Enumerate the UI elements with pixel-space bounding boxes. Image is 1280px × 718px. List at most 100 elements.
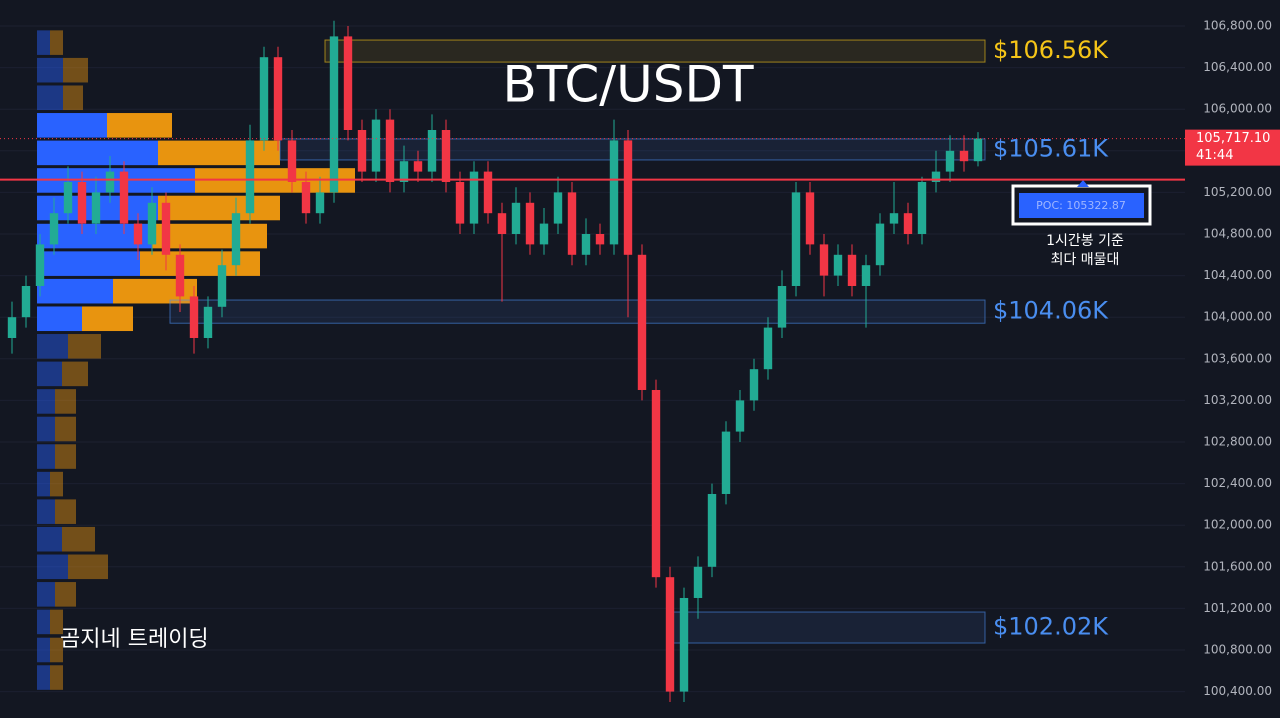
last-price-badge: [1185, 129, 1280, 166]
candle-body: [623, 140, 633, 255]
profile-sell: [63, 57, 88, 83]
y-tick-label: 103,200.00: [1203, 393, 1272, 407]
candle-body: [679, 597, 689, 692]
profile-buy: [37, 57, 63, 83]
candle-body: [469, 171, 479, 224]
candle-body: [665, 577, 675, 692]
profile-buy: [37, 140, 158, 166]
poc-label: POC: 105322.87: [1036, 199, 1126, 212]
candle-body: [385, 119, 395, 182]
candle-body: [595, 233, 605, 245]
y-tick-label: 102,800.00: [1203, 434, 1272, 448]
candle-body: [245, 140, 255, 214]
candle-body: [441, 129, 451, 182]
candle-body: [525, 202, 535, 245]
candle-body: [511, 202, 521, 234]
profile-buy: [37, 113, 107, 138]
candle-body: [259, 57, 269, 141]
candle-body: [147, 202, 157, 245]
candle-body: [791, 192, 801, 286]
candle-body: [833, 254, 843, 276]
candle-body: [371, 119, 381, 172]
profile-sell: [55, 416, 76, 442]
candle-body: [483, 171, 493, 214]
candle-body: [315, 192, 325, 214]
candle-body: [175, 254, 185, 297]
candle-body: [553, 192, 563, 224]
candle-body: [875, 223, 885, 266]
poc-note: 최다 매물대: [1051, 252, 1120, 268]
zone: [324, 39, 986, 63]
zone-label: $106.56K: [993, 36, 1109, 64]
profile-sell: [50, 665, 63, 690]
y-tick-label: 104,400.00: [1203, 268, 1272, 282]
profile-buy: [37, 499, 55, 524]
profile-buy: [37, 30, 50, 55]
candle-body: [455, 181, 465, 224]
profile-sell: [140, 251, 260, 276]
profile-buy: [37, 278, 113, 304]
candle-body: [945, 150, 955, 172]
candle-body: [497, 213, 507, 234]
candle-body: [931, 171, 941, 182]
zone-label: $105.61K: [993, 134, 1109, 162]
candle-body: [427, 129, 437, 172]
candle-body: [399, 161, 409, 182]
poc-arrow: [1077, 180, 1089, 187]
candle-body: [819, 244, 829, 276]
candle-body: [889, 213, 899, 224]
candle-body: [413, 161, 423, 172]
candle-body: [105, 171, 115, 193]
profile-sell: [50, 609, 63, 635]
profile-buy: [37, 665, 50, 690]
profile-buy: [37, 582, 55, 607]
y-tick-label: 106,800.00: [1203, 18, 1272, 32]
candle-body: [777, 285, 787, 328]
y-tick-label: 101,200.00: [1203, 601, 1272, 615]
candle-body: [273, 57, 283, 141]
zone: [669, 611, 986, 644]
candle-body: [217, 265, 227, 307]
profile-sell: [68, 554, 108, 580]
candle-body: [805, 192, 815, 245]
candle-body: [609, 140, 619, 245]
profile-sell: [55, 389, 76, 414]
chart-title: BTC/USDT: [502, 56, 754, 114]
candle-body: [581, 233, 591, 255]
profile-sell: [63, 85, 83, 111]
candle-body: [735, 400, 745, 432]
candle-body: [119, 171, 129, 224]
candle-body: [721, 431, 731, 494]
zone: [279, 138, 986, 161]
profile-sell: [158, 195, 280, 221]
y-tick-label: 102,400.00: [1203, 476, 1272, 490]
profile-buy: [37, 609, 50, 635]
candle-body: [189, 296, 199, 338]
candle-body: [567, 192, 577, 255]
candle-body: [231, 213, 241, 266]
y-tick-label: 104,800.00: [1203, 226, 1272, 240]
candle-body: [343, 36, 353, 130]
candle-body: [693, 566, 703, 598]
profile-sell: [55, 499, 76, 524]
profile-sell: [55, 444, 76, 469]
profile-sell: [62, 361, 88, 387]
zone-label: $104.06K: [993, 297, 1109, 325]
candle-body: [707, 493, 717, 567]
profile-buy: [37, 526, 62, 552]
zone-label: $102.02K: [993, 613, 1109, 641]
profile-buy: [37, 444, 55, 469]
y-tick-label: 101,600.00: [1203, 559, 1272, 573]
y-tick-label: 100,800.00: [1203, 642, 1272, 656]
profile-sell: [152, 223, 267, 249]
profile-buy: [37, 389, 55, 414]
candle-body: [917, 181, 927, 234]
profile-sell: [55, 582, 76, 607]
profile-buy: [37, 334, 68, 359]
candle-body: [329, 36, 339, 193]
profile-buy: [37, 416, 55, 442]
profile-buy: [37, 554, 68, 580]
profile-sell: [68, 334, 101, 359]
